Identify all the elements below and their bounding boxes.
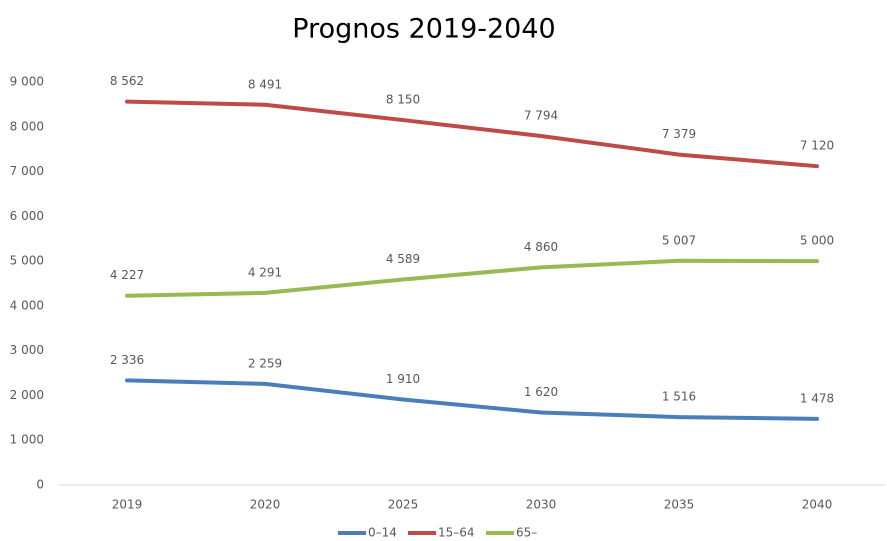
legend-label: 0–14 xyxy=(368,526,397,540)
data-label: 1 910 xyxy=(386,372,420,386)
y-tick-label: 6 000 xyxy=(10,209,44,223)
data-label: 4 227 xyxy=(110,268,144,282)
x-tick-label: 2025 xyxy=(388,498,419,512)
x-tick-label: 2040 xyxy=(802,498,833,512)
y-tick-label: 8 000 xyxy=(10,119,44,133)
data-label: 8 491 xyxy=(248,77,282,91)
data-label: 7 120 xyxy=(800,139,834,153)
data-label: 5 007 xyxy=(662,233,696,247)
y-tick-label: 5 000 xyxy=(10,254,44,268)
data-label: 4 589 xyxy=(386,252,420,266)
y-tick-label: 3 000 xyxy=(10,343,44,357)
y-tick-label: 0 xyxy=(36,478,44,492)
chart-title: Prognos 2019-2040 xyxy=(292,14,555,45)
y-tick-label: 1 000 xyxy=(10,433,44,447)
series-line xyxy=(125,378,819,421)
data-label: 5 000 xyxy=(800,234,834,248)
legend-label: 65– xyxy=(516,526,537,540)
y-tick-label: 9 000 xyxy=(10,75,44,89)
x-tick-label: 2019 xyxy=(112,498,143,512)
data-label: 7 794 xyxy=(524,109,558,123)
data-label: 4 860 xyxy=(524,240,558,254)
y-tick-label: 7 000 xyxy=(10,164,44,178)
series-line xyxy=(125,99,819,169)
series-line xyxy=(125,258,819,298)
y-tick-label: 2 000 xyxy=(10,388,44,402)
legend-label: 15–64 xyxy=(438,526,475,540)
data-label: 7 379 xyxy=(662,127,696,141)
data-label: 8 562 xyxy=(110,74,144,88)
x-tick-label: 2035 xyxy=(664,498,695,512)
data-label: 1 478 xyxy=(800,391,834,405)
x-tick-label: 2020 xyxy=(250,498,281,512)
data-label: 8 150 xyxy=(386,93,420,107)
data-label: 4 291 xyxy=(248,265,282,279)
data-label: 1 516 xyxy=(662,390,696,404)
data-label: 2 336 xyxy=(110,353,144,367)
y-tick-label: 4 000 xyxy=(10,298,44,312)
x-tick-label: 2030 xyxy=(526,498,557,512)
data-label: 1 620 xyxy=(524,385,558,399)
data-label: 2 259 xyxy=(248,356,282,370)
